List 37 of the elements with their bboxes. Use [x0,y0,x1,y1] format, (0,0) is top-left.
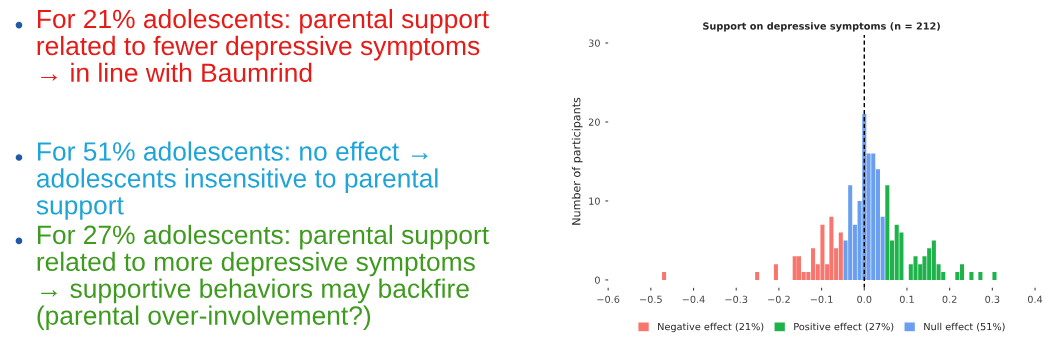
bar [913,256,918,280]
legend-label: Null effect (51%) [924,322,1005,332]
x-tick-label: −0.3 [725,295,748,303]
y-tick-label: 30 [588,39,600,47]
x-tick-label: −0.1 [810,295,833,303]
bar [885,185,890,280]
text: For 27% adolescents: parental support related to more depressive symptoms → supportive behaviors may backfire (parental over-involvement?) [37,224,489,331]
y-tick-label: 10 [589,197,600,205]
x-tick-label: 0.0 [857,295,872,303]
x-tick-label: 0.3 [985,295,1000,303]
bar [969,272,974,280]
x-tick-label: −0.2 [768,295,790,303]
x-tick-label: −0.6 [597,295,620,303]
bar [894,224,899,280]
x-tick-label: −0.4 [682,295,705,303]
bar [820,224,825,280]
bar [871,153,876,280]
bar [755,272,760,280]
x-tick-label: −0.5 [640,295,662,303]
x-tick-label: 0.2 [942,295,957,303]
bar [978,272,983,280]
bar [829,216,834,280]
bar [662,272,667,280]
x-tick-label: 0.4 [1027,295,1043,303]
y-tick-label: 0 [594,276,600,284]
legend-label: Positive effect (27%) [794,322,894,332]
bar [773,264,778,280]
bar [792,256,797,280]
chart-title: Support on depressive symptoms (n = 212) [703,22,940,32]
bar [838,232,843,280]
y-axis-title: Number of participants [571,97,583,225]
y-tick-label: 20 [588,118,600,126]
x-tick-label: 0.1 [899,295,914,303]
text: For 51% adolescents: no effect → adolescents insensitive to parental support [36,141,438,220]
text: For 21% adolescents: parental support related to fewer depressive symptoms → in line with Baumrind [37,8,489,83]
bar [992,272,997,280]
legend-label: Negative effect (21%) [658,322,764,333]
